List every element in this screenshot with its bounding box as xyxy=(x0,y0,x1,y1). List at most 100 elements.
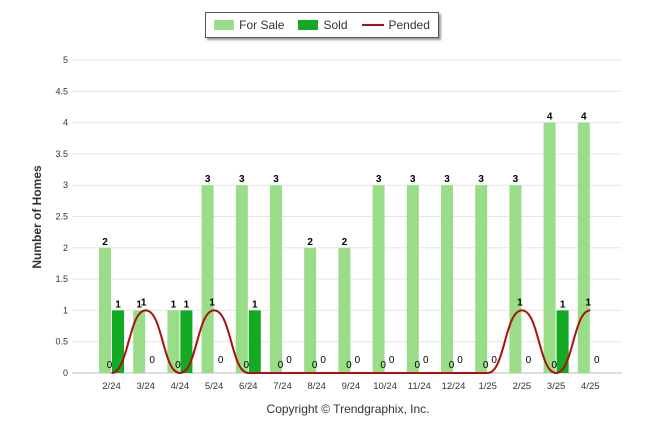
data-label-pended: 1 xyxy=(586,297,592,308)
data-label-for-sale: 1 xyxy=(171,299,177,310)
data-label-for-sale: 4 xyxy=(581,112,587,123)
x-tick-label: 12/24 xyxy=(442,381,466,392)
y-tick-label: 2 xyxy=(63,243,68,253)
data-label-sold: 0 xyxy=(149,355,155,366)
data-label-pended: 0 xyxy=(483,360,489,371)
data-label-for-sale: 4 xyxy=(547,112,553,123)
bar-sold xyxy=(248,310,261,373)
bar-for-sale xyxy=(304,247,317,373)
bar-for-sale xyxy=(338,247,351,373)
bar-sold xyxy=(112,310,124,373)
line-pended xyxy=(111,309,591,375)
data-label-pended: 0 xyxy=(449,360,455,371)
x-tick-label: 2/25 xyxy=(513,381,532,392)
data-label-for-sale: 3 xyxy=(444,174,450,185)
legend-label-pended: Pended xyxy=(388,18,430,32)
x-tick-label: 9/24 xyxy=(342,381,361,392)
x-tick-label: 1/25 xyxy=(478,381,497,392)
x-tick-label: 4/24 xyxy=(171,381,190,392)
x-tick-label: 5/24 xyxy=(205,381,224,392)
bar-for-sale xyxy=(99,247,111,373)
bar-for-sale xyxy=(235,185,248,373)
data-label-sold: 0 xyxy=(491,355,497,366)
data-label-sold: 1 xyxy=(252,299,258,310)
x-tick-label: 11/24 xyxy=(408,381,431,392)
y-tick-label: 1.5 xyxy=(55,274,68,284)
y-tick-label: 4.5 xyxy=(55,86,68,96)
data-label-sold: 0 xyxy=(218,355,224,366)
data-label-for-sale: 3 xyxy=(273,174,279,185)
bar-for-sale xyxy=(372,185,385,373)
bar-for-sale xyxy=(509,185,522,373)
bar-for-sale xyxy=(406,185,419,373)
data-label-pended: 0 xyxy=(551,360,557,371)
y-tick-label: 0.5 xyxy=(55,337,68,347)
for-sale-swatch xyxy=(214,20,235,30)
bar-for-sale xyxy=(441,185,453,373)
data-label-pended: 0 xyxy=(107,360,113,371)
data-label-for-sale: 2 xyxy=(102,237,108,248)
data-label-pended: 0 xyxy=(278,360,284,371)
legend-label-for-sale: For Sale xyxy=(239,18,285,32)
bar-for-sale xyxy=(577,122,590,373)
data-label-pended: 0 xyxy=(175,360,181,371)
data-label-pended: 0 xyxy=(312,360,318,371)
bar-for-sale xyxy=(475,185,488,373)
y-axis-label: Number of Homes xyxy=(30,165,44,269)
data-label-sold: 1 xyxy=(560,299,566,310)
data-label-for-sale: 3 xyxy=(376,174,382,185)
x-tick-label: 4/25 xyxy=(581,381,600,392)
y-tick-label: 3 xyxy=(63,180,68,190)
data-label-for-sale: 2 xyxy=(307,237,313,248)
x-tick-label: 10/24 xyxy=(373,381,397,392)
data-label-sold: 0 xyxy=(320,355,326,366)
data-label-sold: 0 xyxy=(423,355,429,366)
data-label-pended: 0 xyxy=(346,360,352,371)
y-tick-label: 3.5 xyxy=(55,149,68,159)
bar-for-sale xyxy=(270,185,282,373)
legend: For Sale Sold Pended xyxy=(205,12,439,38)
data-label-sold: 0 xyxy=(457,355,463,366)
y-tick-label: 1 xyxy=(63,305,68,315)
x-tick-label: 8/24 xyxy=(307,381,326,392)
data-label-for-sale: 1 xyxy=(136,299,142,310)
y-tick-label: 4 xyxy=(63,118,68,128)
bar-sold xyxy=(180,310,193,373)
bar-for-sale xyxy=(167,310,180,373)
data-label-sold: 0 xyxy=(594,355,600,366)
data-label-for-sale: 3 xyxy=(239,174,245,185)
data-label-for-sale: 3 xyxy=(513,174,519,185)
data-label-sold: 0 xyxy=(286,355,292,366)
data-label-pended: 0 xyxy=(415,360,421,371)
y-tick-label: 0 xyxy=(63,368,68,378)
x-tick-label: 7/24 xyxy=(273,381,292,392)
data-label-pended: 0 xyxy=(380,360,386,371)
x-tick-label: 6/24 xyxy=(239,381,258,392)
data-label-pended: 1 xyxy=(209,297,215,308)
copyright-footer: Copyright © Trendgraphix, Inc. xyxy=(266,402,430,416)
legend-item-for-sale[interactable]: For Sale xyxy=(214,18,284,32)
legend-label-sold: Sold xyxy=(323,18,348,32)
data-label-for-sale: 3 xyxy=(478,174,484,185)
data-label-pended: 1 xyxy=(141,297,147,308)
y-tick-label: 5 xyxy=(63,55,68,65)
legend-item-sold[interactable]: Sold xyxy=(298,18,348,32)
y-tick-label: 2.5 xyxy=(55,212,68,222)
pended-swatch xyxy=(361,24,384,26)
data-label-for-sale: 3 xyxy=(410,174,416,185)
bar-sold xyxy=(556,310,569,373)
data-label-sold: 0 xyxy=(355,355,361,366)
data-label-sold: 0 xyxy=(389,355,395,366)
legend-item-pended[interactable]: Pended xyxy=(361,18,430,32)
x-tick-label: 3/25 xyxy=(547,381,566,392)
x-tick-label: 3/24 xyxy=(136,381,155,392)
data-label-sold: 1 xyxy=(184,299,190,310)
data-label-sold: 0 xyxy=(526,355,532,366)
bar-for-sale xyxy=(543,122,556,373)
x-tick-label: 2/24 xyxy=(102,381,121,392)
bar-for-sale xyxy=(201,185,214,373)
bar-for-sale xyxy=(133,310,146,373)
data-label-sold: 1 xyxy=(115,299,121,310)
sold-swatch xyxy=(298,20,319,30)
data-label-pended: 1 xyxy=(517,297,523,308)
